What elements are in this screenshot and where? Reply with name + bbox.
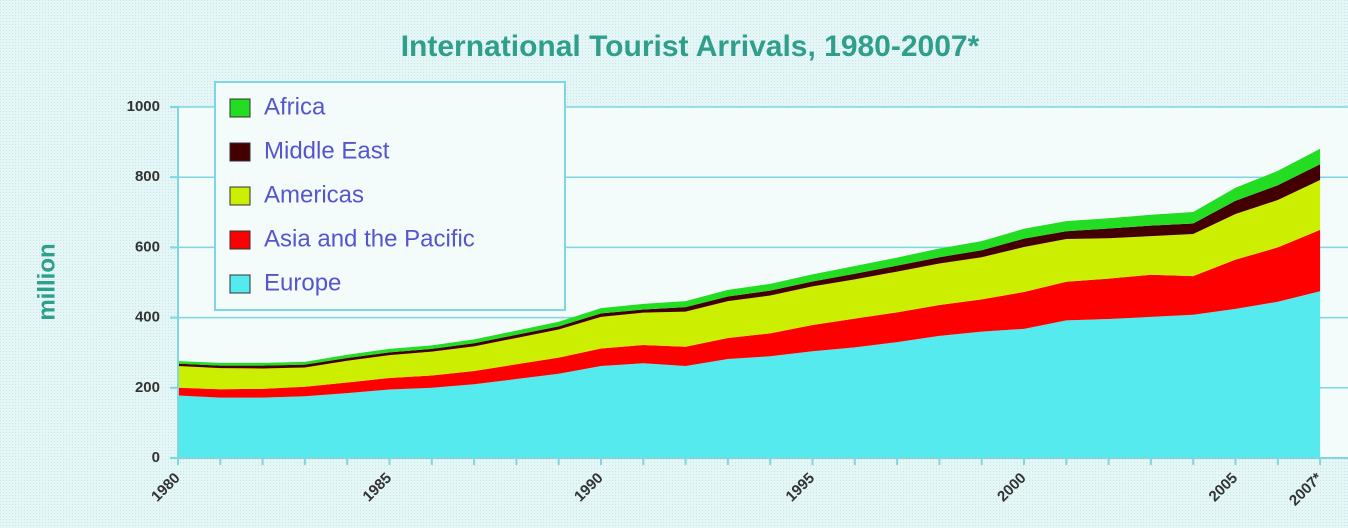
chart-title: International Tourist Arrivals, 1980-200… xyxy=(401,30,980,63)
y-tick-label: 600 xyxy=(135,238,160,255)
legend: Africa Middle East Americas Asia and the Pa… xyxy=(214,81,566,311)
y-tick-label: 400 xyxy=(135,309,160,326)
y-tick-label: 800 xyxy=(135,168,160,185)
legend-box xyxy=(214,81,566,311)
legend-swatch xyxy=(229,230,251,250)
area xyxy=(178,229,1321,398)
legend-swatch xyxy=(229,142,251,162)
legend-label: Asia and the Pacific xyxy=(264,225,475,252)
y-tick-label: 1000 xyxy=(127,98,160,115)
legend-swatch xyxy=(229,274,251,294)
legend-label: Middle East xyxy=(264,137,390,164)
legend-swatch xyxy=(229,186,251,206)
legend-label: Africa xyxy=(264,93,326,120)
area xyxy=(178,291,1321,458)
legend-label: Americas xyxy=(264,181,364,208)
area xyxy=(178,180,1321,390)
legend-label: Europe xyxy=(264,269,341,296)
legend-swatch xyxy=(229,98,251,118)
y-tick-label: 0 xyxy=(152,449,160,466)
y-tick-label: 200 xyxy=(135,379,160,396)
y-axis-label: million xyxy=(33,243,60,320)
